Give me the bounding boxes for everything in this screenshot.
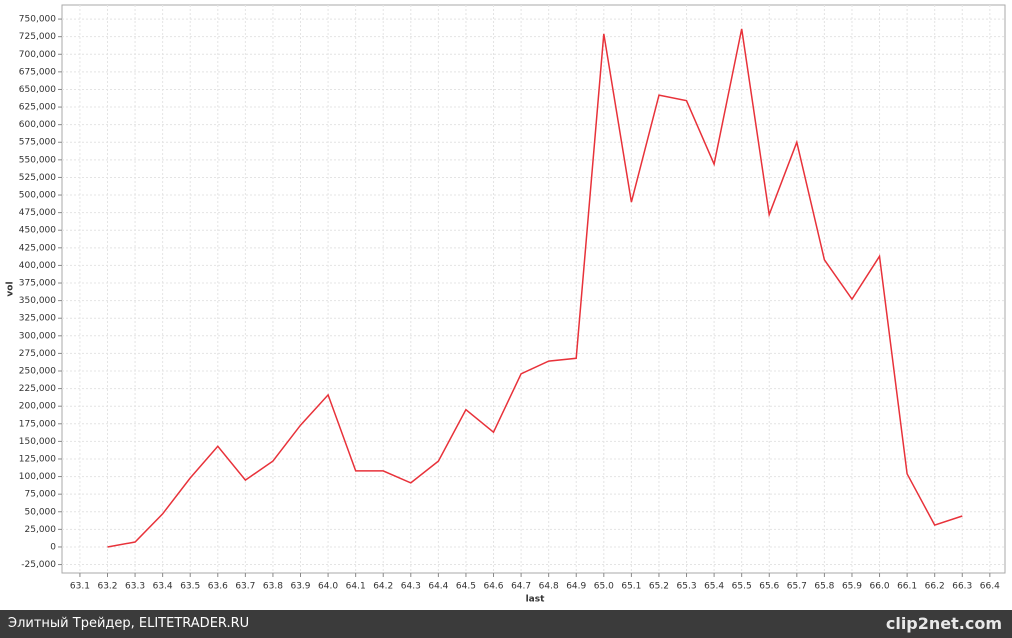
x-axis-label: last: [526, 595, 546, 605]
x-tick-label: 63.4: [153, 582, 173, 592]
y-axis-label: vol: [6, 281, 16, 296]
footer-logo: clip2net.com: [885, 614, 1002, 633]
y-tick-label: 350,000: [19, 296, 56, 306]
x-tick-label: 64.3: [401, 582, 421, 592]
y-tick-label: 650,000: [19, 85, 56, 95]
x-tick-label: 66.0: [870, 582, 890, 592]
y-tick-label: 750,000: [19, 15, 56, 25]
y-tick-label: 175,000: [19, 419, 56, 429]
x-tick-label: 64.7: [511, 582, 531, 592]
data-line: [107, 28, 963, 548]
x-tick-label: 65.6: [759, 582, 779, 592]
x-tick-label: 64.2: [373, 582, 393, 592]
x-tick-label: 66.1: [897, 582, 917, 592]
y-tick-label: 450,000: [19, 226, 56, 236]
x-tick-label: 63.2: [97, 582, 117, 592]
x-tick-label: 65.5: [732, 582, 752, 592]
y-tick-label: 0: [50, 542, 56, 552]
y-tick-label: 150,000: [19, 437, 56, 447]
x-tick-label: 65.0: [594, 582, 614, 592]
y-tick-label: 500,000: [19, 191, 56, 201]
y-tick-label: 375,000: [19, 279, 56, 289]
x-tick-label: 63.9: [290, 582, 310, 592]
y-tick-label: 700,000: [19, 50, 56, 60]
y-tick-label: 525,000: [19, 173, 56, 183]
x-tick-label: 64.5: [456, 582, 476, 592]
x-tick-label: 64.0: [318, 582, 338, 592]
x-tick-label: 66.2: [925, 582, 945, 592]
footer: Элитный Трейдер, ELITETRADER.RU clip2net…: [0, 610, 1012, 638]
y-tick-label: 625,000: [19, 103, 56, 113]
x-tick-label: 63.7: [235, 582, 255, 592]
x-tick-label: 64.6: [483, 582, 503, 592]
y-tick-label: 675,000: [19, 67, 56, 77]
y-tick-label: 725,000: [19, 32, 56, 42]
x-tick-label: 65.7: [787, 582, 807, 592]
y-tick-label: 25,000: [25, 525, 57, 535]
y-tick-label: 100,000: [19, 472, 56, 482]
x-tick-label: 63.5: [180, 582, 200, 592]
y-tick-label: 400,000: [19, 261, 56, 271]
y-tick-label: 300,000: [19, 331, 56, 341]
y-tick-label: 425,000: [19, 243, 56, 253]
y-tick-label: 600,000: [19, 120, 56, 130]
footer-caption: Элитный Трейдер, ELITETRADER.RU: [8, 616, 250, 631]
y-tick-label: 75,000: [25, 490, 57, 500]
x-tick-label: 63.3: [125, 582, 145, 592]
x-tick-label: 65.9: [842, 582, 862, 592]
chart: last vol -25,000 0 25,000 50,000 75,000 100,0…: [6, 4, 1006, 605]
y-tick-label: 200,000: [19, 402, 56, 412]
y-tick-label: -25,000: [21, 560, 56, 570]
y-tick-label: 325,000: [19, 314, 56, 324]
plot-area: [61, 4, 1006, 574]
y-tick-label: 225,000: [19, 384, 56, 394]
x-tick-label: 64.1: [346, 582, 366, 592]
x-tick-label: 65.4: [704, 582, 724, 592]
x-tick-label: 64.8: [539, 582, 559, 592]
y-tick-label: 575,000: [19, 138, 56, 148]
x-tick-label: 63.6: [208, 582, 228, 592]
x-tick-label: 65.3: [677, 582, 697, 592]
x-tick-label: 63.8: [263, 582, 283, 592]
x-tick-label: 64.9: [566, 582, 586, 592]
x-tick-label: 66.3: [952, 582, 972, 592]
x-tick-label: 64.4: [428, 582, 448, 592]
y-tick-label: 50,000: [25, 507, 57, 517]
y-tick-label: 275,000: [19, 349, 56, 359]
y-tick-label: 550,000: [19, 155, 56, 165]
x-tick-label: 65.2: [649, 582, 669, 592]
y-tick-label: 125,000: [19, 454, 56, 464]
y-tick-label: 250,000: [19, 366, 56, 376]
x-tick-label: 63.1: [70, 582, 90, 592]
y-tick-label: 475,000: [19, 208, 56, 218]
x-tick-label: 65.8: [814, 582, 834, 592]
x-tick-label: 66.4: [980, 582, 1000, 592]
x-tick-label: 65.1: [621, 582, 641, 592]
